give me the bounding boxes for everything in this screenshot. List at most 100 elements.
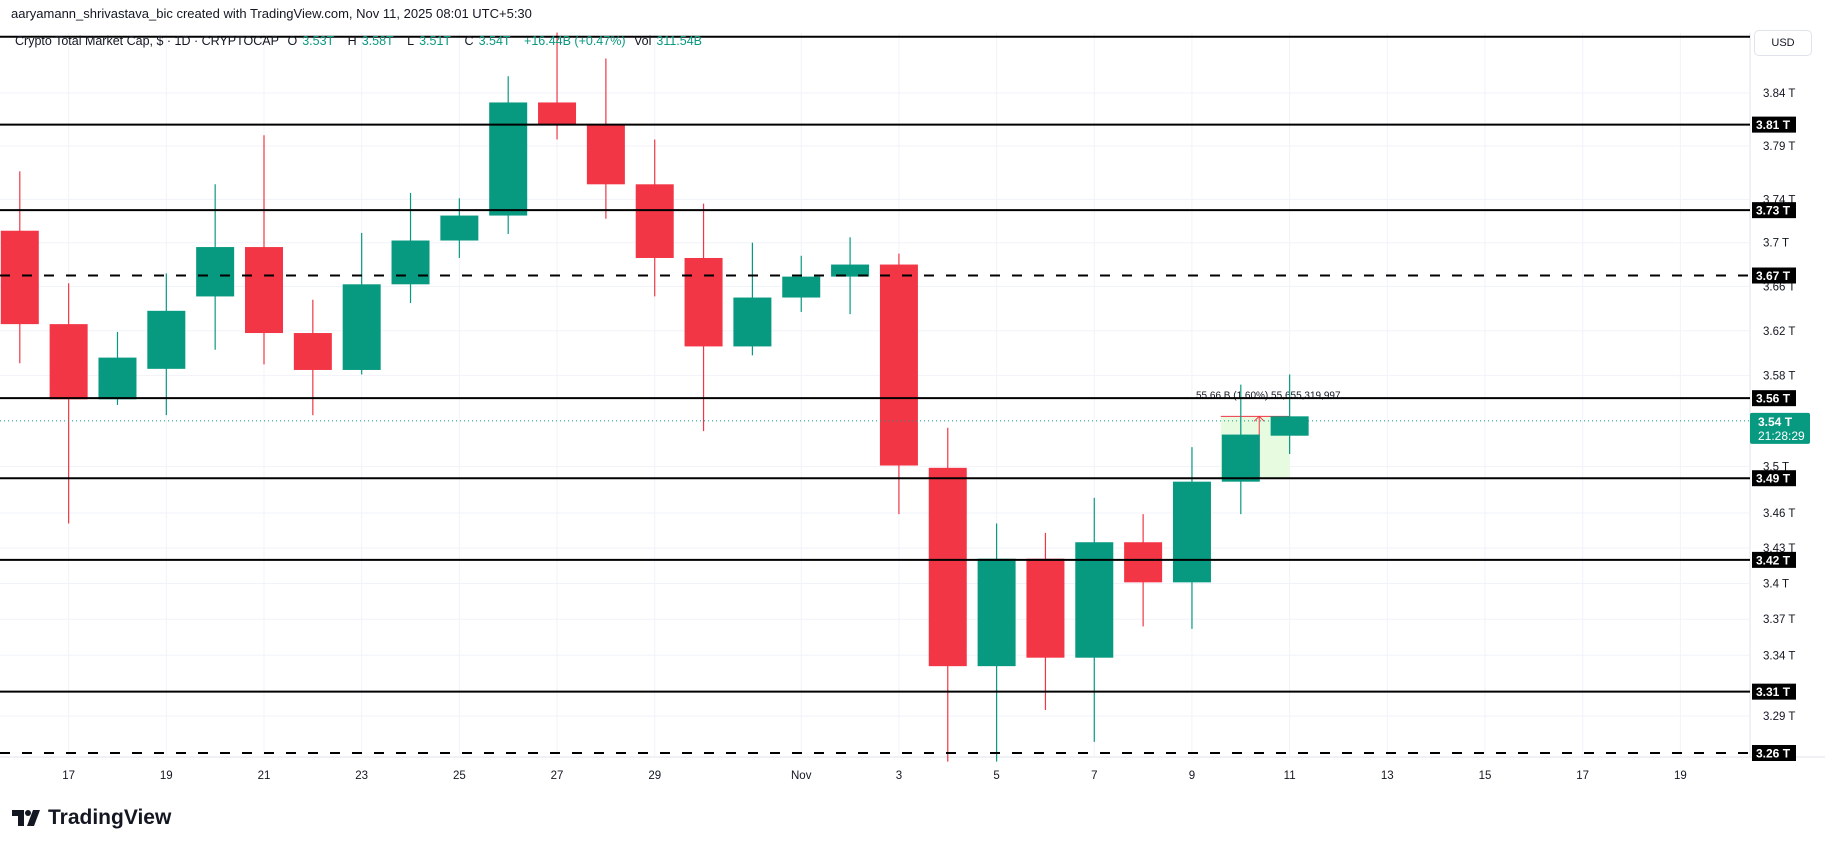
candle: [977, 523, 1016, 762]
candle-body: [977, 558, 1016, 667]
candle-body: [0, 230, 39, 325]
symbol-title[interactable]: Crypto Total Market Cap, $ · 1D · CRYPTO…: [15, 34, 279, 48]
price-tick-label: 3.62 T: [1763, 326, 1795, 338]
candle: [0, 171, 39, 364]
candle: [342, 232, 381, 375]
time-tick-label: 25: [453, 770, 466, 782]
open-value: 3.53T: [302, 34, 335, 48]
candle: [1124, 514, 1163, 627]
time-tick-label: 19: [160, 770, 173, 782]
candle-body: [49, 324, 88, 400]
high-value: 3.58T: [361, 34, 394, 48]
time-tick-label: 7: [1091, 770, 1097, 782]
candle-body: [196, 247, 235, 297]
candle-body: [928, 467, 967, 667]
candle-body: [1221, 434, 1260, 482]
price-tick-label: 3.34 T: [1763, 650, 1795, 662]
candle-body: [440, 215, 479, 241]
open-label: O: [287, 34, 298, 48]
candle-body: [635, 184, 674, 258]
measure-arrowhead-icon: [1253, 415, 1265, 422]
candle-body: [293, 333, 332, 370]
candle-body: [147, 310, 186, 369]
horizontal-line-price-tag: [1752, 390, 1796, 407]
horizontal-line-price-tag: [1752, 745, 1796, 761]
horizontal-line-price-tag: [1752, 551, 1796, 568]
low-value: 3.51T: [419, 34, 452, 48]
last-price-tag: [1750, 412, 1810, 444]
currency-button[interactable]: USD: [1754, 30, 1812, 56]
horizontal-line-price-label: 3.31 T: [1756, 685, 1791, 699]
candle: [196, 184, 235, 350]
measure-label: 55.66 B (1.60%) 55,655,319,997: [1196, 390, 1341, 401]
price-tick-label: 3.79 T: [1763, 141, 1795, 153]
horizontal-line-price-label: 3.81 T: [1756, 118, 1791, 132]
time-tick-label: 5: [993, 770, 999, 782]
candle: [391, 192, 430, 304]
tradingview-logo-icon: [12, 810, 40, 826]
candle-body: [391, 240, 430, 285]
volume-label: Vol: [633, 34, 652, 48]
horizontal-line-price-label: 3.26 T: [1756, 747, 1791, 761]
candle: [733, 242, 772, 356]
price-tick-label: 3.4 T: [1763, 579, 1789, 591]
horizontal-line-price-label: 3.73 T: [1756, 204, 1791, 218]
candle: [1026, 532, 1065, 710]
time-tick-label: 17: [62, 770, 75, 782]
candle-body: [1172, 481, 1211, 583]
close-value: 3.54T: [478, 34, 511, 48]
candle-body: [489, 102, 528, 216]
candle-body: [586, 124, 625, 185]
time-tick-label: 29: [648, 770, 661, 782]
horizontal-line-price-tag: [1752, 116, 1796, 133]
candle-body: [1124, 542, 1163, 583]
price-tick-label: 3.29 T: [1763, 711, 1795, 723]
time-tick-label: 3: [896, 770, 902, 782]
time-tick-label: 15: [1479, 770, 1492, 782]
horizontal-line-price-tag: [1752, 470, 1796, 487]
time-tick-label: 19: [1674, 770, 1687, 782]
time-tick-label: Nov: [791, 770, 812, 782]
time-tick-label: 21: [258, 770, 271, 782]
time-tick-label: 11: [1284, 770, 1296, 782]
change-value: +16.44B (+0.47%): [524, 34, 626, 48]
price-tick-label: 3.7 T: [1763, 238, 1789, 250]
price-tick-label: 3.58 T: [1763, 371, 1795, 383]
volume-value: 311.54B: [656, 34, 703, 48]
price-tick-label: 3.84 T: [1763, 88, 1795, 100]
chart-attribution: aaryamann_shrivastava_bic created with T…: [11, 6, 532, 21]
candle: [538, 32, 577, 140]
candle: [635, 139, 674, 297]
plot-area: [0, 33, 1750, 757]
candle: [245, 135, 283, 365]
candle-body: [879, 264, 918, 466]
candle-body: [1075, 542, 1114, 658]
horizontal-line-price-tag: [1752, 267, 1796, 284]
horizontal-line-price-label: 3.42 T: [1756, 553, 1791, 567]
candle: [1075, 497, 1114, 742]
time-tick-label: 23: [355, 770, 368, 782]
horizontal-line-price-label: 3.56 T: [1756, 392, 1791, 406]
time-tick-label: 27: [551, 770, 564, 782]
candle-body: [342, 284, 381, 370]
logo-text: TradingView: [48, 806, 172, 829]
candle-body: [831, 264, 870, 277]
price-tick-label: 3.46 T: [1763, 508, 1795, 520]
candle: [928, 427, 967, 762]
candle: [49, 283, 88, 524]
tradingview-logo[interactable]: TradingView: [12, 806, 171, 830]
candle-body: [782, 276, 821, 298]
time-tick-label: 13: [1381, 770, 1394, 782]
candle-body: [98, 357, 137, 400]
symbol-legend: Crypto Total Market Cap, $ · 1D · CRYPTO…: [15, 34, 712, 48]
candle: [1221, 384, 1260, 515]
candle-body: [1270, 416, 1309, 436]
candle: [98, 331, 137, 405]
candle: [293, 299, 332, 416]
candle-body: [1026, 558, 1065, 658]
horizontal-line-price-label: 3.49 T: [1756, 472, 1791, 486]
candle: [879, 253, 918, 515]
candle: [831, 237, 870, 315]
high-label: H: [347, 34, 357, 48]
